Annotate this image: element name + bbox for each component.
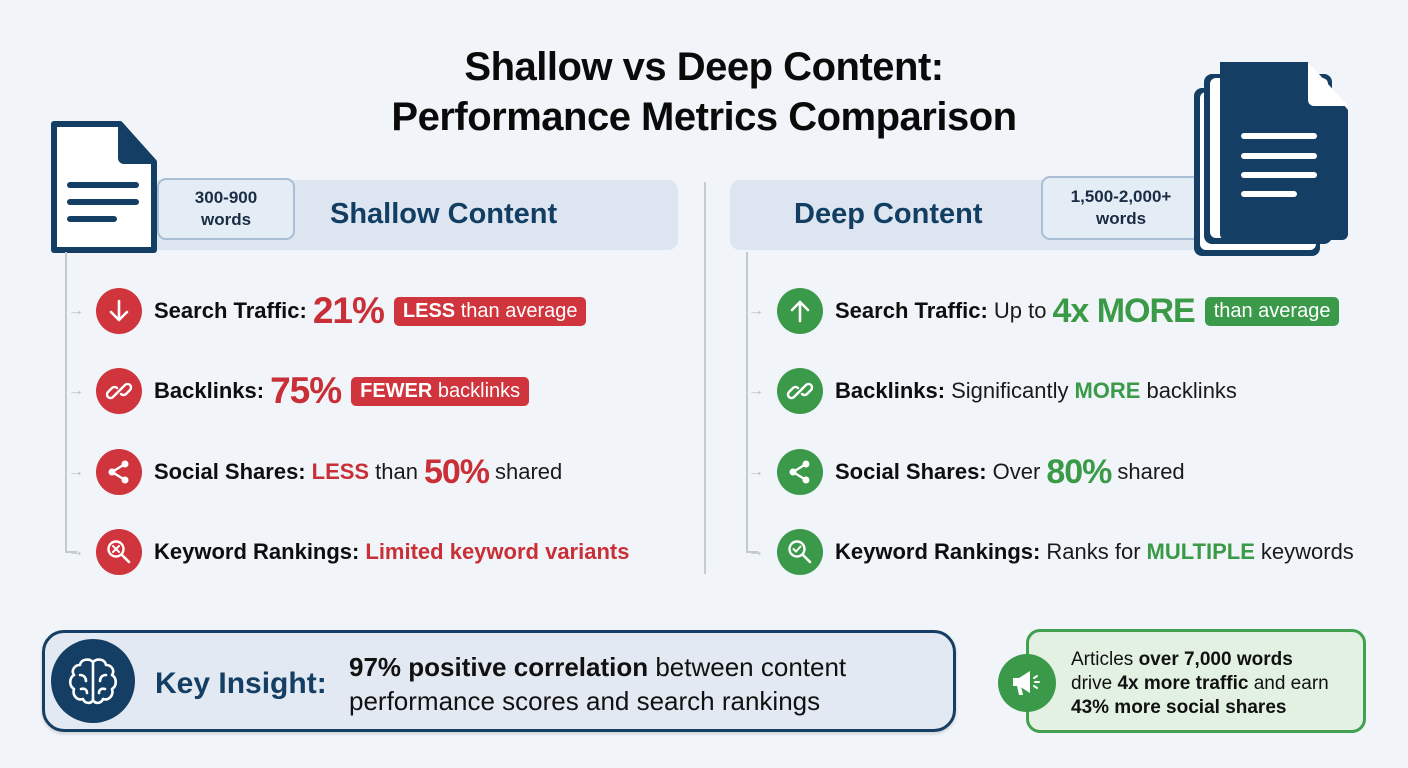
metric-suffix: keywords bbox=[1260, 539, 1354, 564]
branch-arrow-icon: → bbox=[68, 463, 84, 480]
branch-arrow-icon: → bbox=[748, 543, 764, 560]
stat-emphasis: 43% more social shares bbox=[1071, 697, 1287, 718]
metric-text: Ranks for bbox=[1046, 539, 1141, 564]
stat-callout-box: Articles over 7,000 words drive 4x more … bbox=[1026, 629, 1366, 733]
title-line-2: Performance Metrics Comparison bbox=[391, 95, 1017, 139]
metric-value: 50% bbox=[423, 452, 490, 491]
badge-text: than average bbox=[455, 299, 578, 322]
deep-metric-backlinks: Backlinks: Significantly MORE backlinks bbox=[777, 367, 1243, 415]
insight-emphasis: 97% positive correlation bbox=[349, 652, 649, 682]
shallow-metric-keyword-rankings: Keyword Rankings: Limited keyword varian… bbox=[96, 528, 635, 576]
metric-label: Keyword Rankings: bbox=[154, 539, 360, 564]
word-count-range: 1,500-2,000+ bbox=[1070, 187, 1172, 206]
metric-text: Significantly bbox=[951, 378, 1069, 403]
search-check-icon bbox=[777, 529, 823, 575]
metric-label: Search Traffic: bbox=[154, 298, 307, 323]
metric-badge: FEWER backlinks bbox=[351, 376, 530, 406]
stacked-documents-icon bbox=[1194, 62, 1348, 256]
word-count-unit: words bbox=[200, 210, 252, 229]
metric-emphasis: MORE bbox=[1074, 378, 1141, 403]
column-divider bbox=[704, 182, 706, 574]
deep-tree-line bbox=[746, 252, 748, 552]
badge-text: backlinks bbox=[432, 379, 521, 402]
metric-value: 21% bbox=[312, 290, 385, 331]
share-icon bbox=[777, 449, 823, 495]
insight-label: Key Insight: bbox=[155, 667, 327, 700]
stat-text-part: Articles bbox=[1071, 649, 1139, 670]
branch-arrow-icon: → bbox=[748, 302, 764, 319]
badge-emphasis: LESS bbox=[402, 299, 456, 322]
branch-arrow-icon: → bbox=[748, 382, 764, 399]
single-document-icon bbox=[51, 121, 157, 253]
stat-text-part: drive bbox=[1071, 673, 1118, 694]
metric-suffix: backlinks bbox=[1146, 378, 1237, 403]
shallow-tree-line bbox=[65, 252, 67, 552]
tree-branch bbox=[746, 551, 758, 553]
shallow-metric-search-traffic: Search Traffic: 21% LESS than average bbox=[96, 287, 587, 335]
metric-label: Social Shares: bbox=[835, 459, 987, 484]
metric-label: Social Shares: bbox=[154, 459, 306, 484]
metric-suffix: shared bbox=[495, 459, 563, 484]
metric-value: 75% bbox=[270, 370, 342, 411]
share-icon bbox=[96, 449, 142, 495]
link-icon bbox=[96, 368, 142, 414]
metric-emphasis: Limited keyword variants bbox=[365, 539, 630, 564]
shallow-metric-social-shares: Social Shares: LESS than 50% shared bbox=[96, 448, 568, 496]
insight-body: between content performance scores and s… bbox=[349, 652, 847, 716]
arrow-up-icon bbox=[777, 288, 823, 334]
stat-emphasis: over 7,000 words bbox=[1138, 649, 1293, 670]
search-x-icon bbox=[96, 529, 142, 575]
metric-label: Backlinks: bbox=[154, 378, 265, 403]
branch-arrow-icon: → bbox=[68, 302, 84, 319]
metric-suffix: shared bbox=[1117, 459, 1185, 484]
link-icon bbox=[777, 368, 823, 414]
branch-arrow-icon: → bbox=[748, 463, 764, 480]
deep-header-title: Deep Content bbox=[794, 198, 983, 230]
word-count-unit: words bbox=[1095, 209, 1147, 228]
deep-metric-search-traffic: Search Traffic: Up to 4x MORE than avera… bbox=[777, 287, 1340, 335]
title-line-1: Shallow vs Deep Content: bbox=[464, 45, 944, 89]
metric-badge: LESS than average bbox=[393, 296, 587, 326]
deep-word-count-badge: 1,500-2,000+ words bbox=[1041, 176, 1201, 240]
megaphone-icon bbox=[998, 654, 1056, 712]
metric-text: Over bbox=[992, 459, 1041, 484]
deep-metric-keyword-rankings: Keyword Rankings: Ranks for MULTIPLE key… bbox=[777, 528, 1360, 576]
metric-label: Backlinks: bbox=[835, 378, 946, 403]
metric-label: Keyword Rankings: bbox=[835, 539, 1041, 564]
stat-text-part: and earn bbox=[1248, 673, 1329, 694]
metric-emphasis: LESS bbox=[311, 459, 370, 484]
arrow-down-icon bbox=[96, 288, 142, 334]
metric-text: than bbox=[375, 459, 418, 484]
shallow-metric-backlinks: Backlinks: 75% FEWER backlinks bbox=[96, 367, 530, 415]
metric-emphasis: MULTIPLE bbox=[1146, 539, 1255, 564]
branch-arrow-icon: → bbox=[68, 543, 84, 560]
metric-value: 4x MORE bbox=[1052, 291, 1195, 330]
deep-metric-social-shares: Social Shares: Over 80% shared bbox=[777, 448, 1191, 496]
brain-icon bbox=[51, 639, 135, 723]
metric-value: 80% bbox=[1046, 452, 1112, 491]
word-count-range: 300-900 bbox=[194, 188, 258, 207]
stat-text: Articles over 7,000 words drive 4x more … bbox=[1071, 648, 1361, 720]
shallow-word-count-badge: 300-900 words bbox=[157, 178, 295, 240]
stat-emphasis: 4x more traffic bbox=[1117, 673, 1249, 694]
badge-emphasis: FEWER bbox=[360, 379, 433, 402]
metric-badge: than average bbox=[1204, 296, 1340, 326]
tree-branch bbox=[65, 551, 77, 553]
key-insight-box: Key Insight: 97% positive correlation be… bbox=[42, 630, 956, 732]
shallow-header-title: Shallow Content bbox=[330, 198, 558, 230]
metric-label: Search Traffic: bbox=[835, 298, 988, 323]
insight-text: 97% positive correlation between content… bbox=[349, 650, 949, 718]
page-title: Shallow vs Deep Content: Performance Met… bbox=[0, 42, 1408, 142]
branch-arrow-icon: → bbox=[68, 382, 84, 399]
metric-text: Up to bbox=[993, 298, 1047, 323]
